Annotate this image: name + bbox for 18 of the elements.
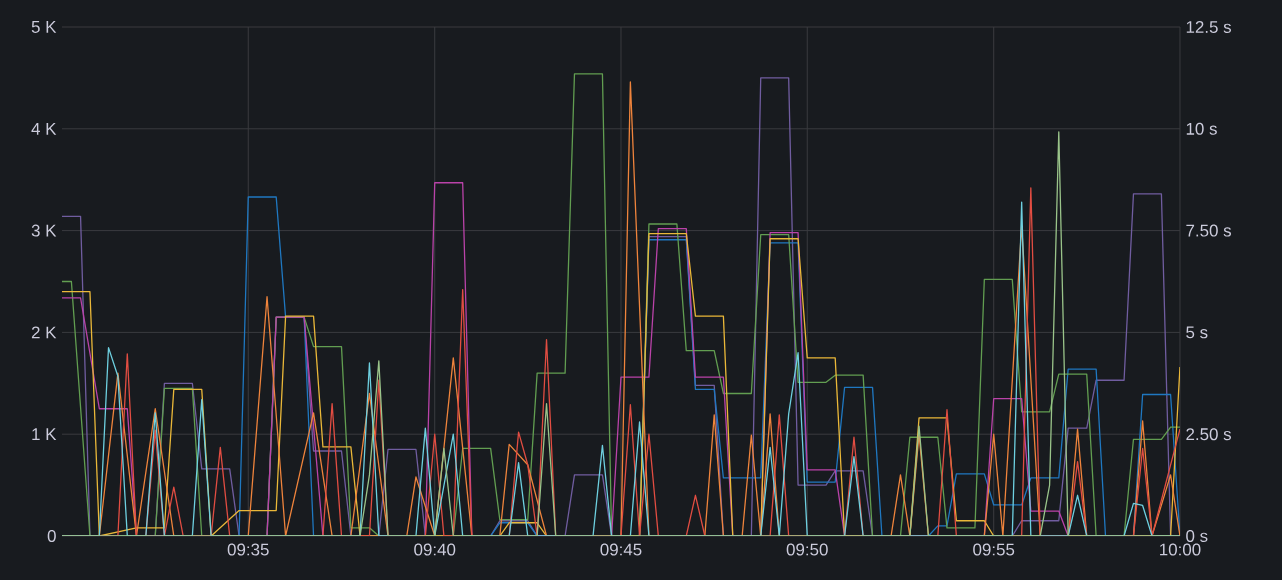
x-tick-label: 09:45 [600, 543, 642, 556]
x-tick-label: 09:40 [414, 543, 456, 556]
x-tick-label: 09:50 [786, 543, 828, 556]
y2-tick-label: 7.50 s [1186, 224, 1232, 237]
y-tick-label: 0 [47, 530, 56, 542]
y-tick-label: 2 K [31, 326, 57, 339]
y2-tick-label: 5 s [1186, 326, 1208, 339]
y2-tick-label: 2.50 s [1186, 428, 1232, 441]
x-tick-label: 09:55 [973, 543, 1015, 556]
y-tick-label: 3 K [31, 224, 57, 237]
y2-tick-label: 12.5 s [1186, 21, 1232, 33]
y2-tick-label: 10 s [1186, 122, 1217, 135]
x-tick-label: 10:00 [1160, 543, 1201, 556]
x-tick-label: 09:35 [227, 543, 269, 556]
y-tick-label: 5 K [31, 21, 57, 33]
y-tick-label: 1 K [32, 428, 57, 441]
y2-tick-label: 0 s [1186, 530, 1208, 542]
y-tick-label: 4 K [31, 122, 57, 135]
